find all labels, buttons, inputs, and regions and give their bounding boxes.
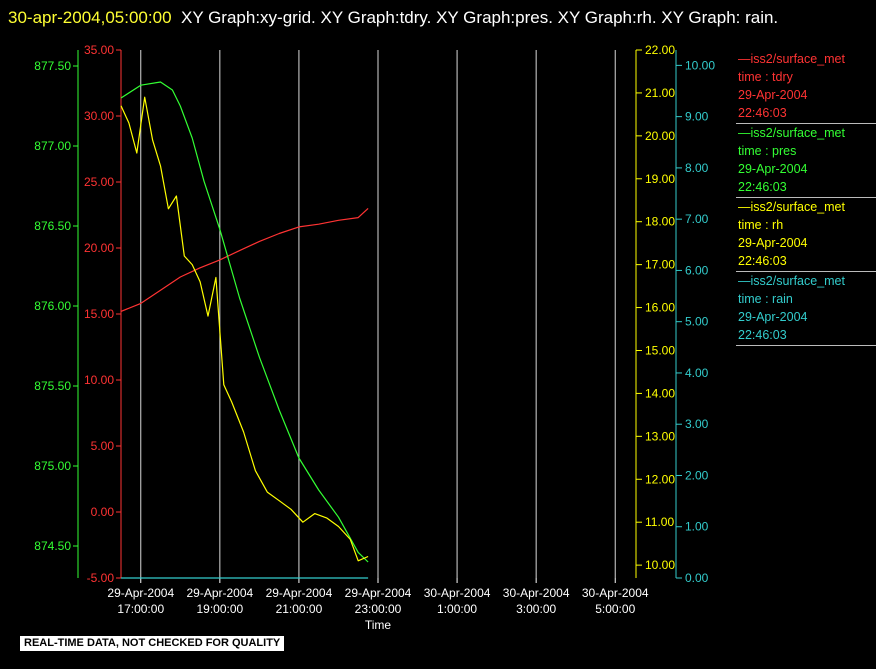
y-tick-label-rain: 5.00 <box>685 315 709 329</box>
y-tick-label-tdry: 15.00 <box>84 307 114 321</box>
x-tick-label-date: 29-Apr-2004 <box>107 586 174 600</box>
legend-time: 22:46:03 <box>738 180 787 194</box>
y-tick-label-rh: 22.00 <box>645 43 675 57</box>
x-tick-label-time: 17:00:00 <box>117 602 164 616</box>
legend-variable: time : pres <box>738 144 797 158</box>
y-tick-label-rh: 11.00 <box>645 515 674 529</box>
legend-station: —iss2/surface_met <box>738 200 845 214</box>
legend-variable: time : rain <box>738 292 793 306</box>
y-tick-label-pres: 875.00 <box>34 459 71 473</box>
y-tick-label-pres: 875.50 <box>34 379 71 393</box>
legend-entry-tdry: —iss2/surface_met time : tdry 29-Apr-200… <box>736 50 876 124</box>
legend-time: 22:46:03 <box>738 106 787 120</box>
graph-header: 30-apr-2004,05:00:00 XY Graph:xy-grid. X… <box>0 4 876 31</box>
y-tick-label-pres: 876.50 <box>34 219 71 233</box>
y-tick-label-pres: 874.50 <box>34 539 71 553</box>
y-tick-label-rh: 10.00 <box>645 558 675 572</box>
header-graph-list: XY Graph:xy-grid. XY Graph:tdry. XY Grap… <box>180 8 779 27</box>
legend-time: 22:46:03 <box>738 328 787 342</box>
x-tick-label-time: 23:00:00 <box>355 602 402 616</box>
y-tick-label-rh: 12.00 <box>645 472 675 486</box>
y-tick-label-rain: 8.00 <box>685 161 709 175</box>
y-tick-label-rain: 7.00 <box>685 212 709 226</box>
x-tick-label-time: 3:00:00 <box>516 602 556 616</box>
y-tick-label-pres: 877.50 <box>34 59 71 73</box>
legend-date: 29-Apr-2004 <box>738 162 808 176</box>
y-tick-label-tdry: 5.00 <box>91 439 115 453</box>
legend-variable: time : rh <box>738 218 784 232</box>
y-tick-label-rh: 18.00 <box>645 215 675 229</box>
legend-date: 29-Apr-2004 <box>738 236 808 250</box>
legend-date: 29-Apr-2004 <box>738 310 808 324</box>
y-tick-label-rh: 21.00 <box>645 86 675 100</box>
legend-date: 29-Apr-2004 <box>738 88 808 102</box>
y-tick-label-rh: 17.00 <box>645 258 675 272</box>
quality-notice: REAL-TIME DATA, NOT CHECKED FOR QUALITY <box>20 636 285 651</box>
y-tick-label-rh: 15.00 <box>645 343 675 357</box>
x-tick-label-time: 21:00:00 <box>276 602 323 616</box>
y-tick-label-pres: 877.00 <box>34 139 71 153</box>
series-line-pres <box>120 81 369 563</box>
legend-entry-rh: —iss2/surface_met time : rh 29-Apr-2004 … <box>736 198 876 272</box>
legend-station: —iss2/surface_met <box>738 126 845 140</box>
x-axis-label: Time <box>365 618 392 632</box>
legend-time: 22:46:03 <box>738 254 787 268</box>
x-tick-label-date: 29-Apr-2004 <box>345 586 412 600</box>
header-timestamp: 30-apr-2004,05:00:00 <box>8 8 172 27</box>
legend-station: —iss2/surface_met <box>738 274 845 288</box>
legend-entry-rain: —iss2/surface_met time : rain 29-Apr-200… <box>736 272 876 346</box>
x-tick-label-date: 30-Apr-2004 <box>503 586 570 600</box>
y-tick-label-rh: 20.00 <box>645 129 675 143</box>
legend-entry-pres: —iss2/surface_met time : pres 29-Apr-200… <box>736 124 876 198</box>
y-tick-label-tdry: -5.00 <box>87 571 115 585</box>
x-tick-label-date: 29-Apr-2004 <box>186 586 253 600</box>
y-tick-label-pres: 876.00 <box>34 299 71 313</box>
series-line-rh <box>120 96 369 562</box>
y-tick-label-rain: 9.00 <box>685 110 709 124</box>
y-tick-label-rain: 10.00 <box>685 58 715 72</box>
x-tick-label-date: 29-Apr-2004 <box>266 586 333 600</box>
y-tick-label-rain: 3.00 <box>685 417 709 431</box>
y-tick-label-rain: 1.00 <box>685 520 709 534</box>
y-tick-label-tdry: 20.00 <box>84 241 114 255</box>
y-tick-label-rain: 6.00 <box>685 263 709 277</box>
x-tick-label-date: 30-Apr-2004 <box>582 586 649 600</box>
x-tick-label-time: 1:00:00 <box>437 602 477 616</box>
y-tick-label-tdry: 25.00 <box>84 175 114 189</box>
legend-variable: time : tdry <box>738 70 793 84</box>
series-line-tdry <box>120 207 369 312</box>
y-tick-label-rh: 19.00 <box>645 172 675 186</box>
y-tick-label-rh: 16.00 <box>645 301 675 315</box>
y-tick-label-rain: 4.00 <box>685 366 709 380</box>
legend-station: —iss2/surface_met <box>738 52 845 66</box>
legend: —iss2/surface_met time : tdry 29-Apr-200… <box>736 50 876 346</box>
y-tick-label-rain: 2.00 <box>685 468 709 482</box>
y-tick-label-tdry: 35.00 <box>84 43 114 57</box>
y-tick-label-rh: 14.00 <box>645 386 675 400</box>
y-tick-label-rh: 13.00 <box>645 429 675 443</box>
y-tick-label-tdry: 30.00 <box>84 109 114 123</box>
x-tick-label-time: 5:00:00 <box>595 602 635 616</box>
x-tick-label-date: 30-Apr-2004 <box>424 586 491 600</box>
y-tick-label-tdry: 10.00 <box>84 373 114 387</box>
x-tick-label-time: 19:00:00 <box>196 602 243 616</box>
y-tick-label-tdry: 0.00 <box>91 505 115 519</box>
y-tick-label-rain: 0.00 <box>685 571 709 585</box>
